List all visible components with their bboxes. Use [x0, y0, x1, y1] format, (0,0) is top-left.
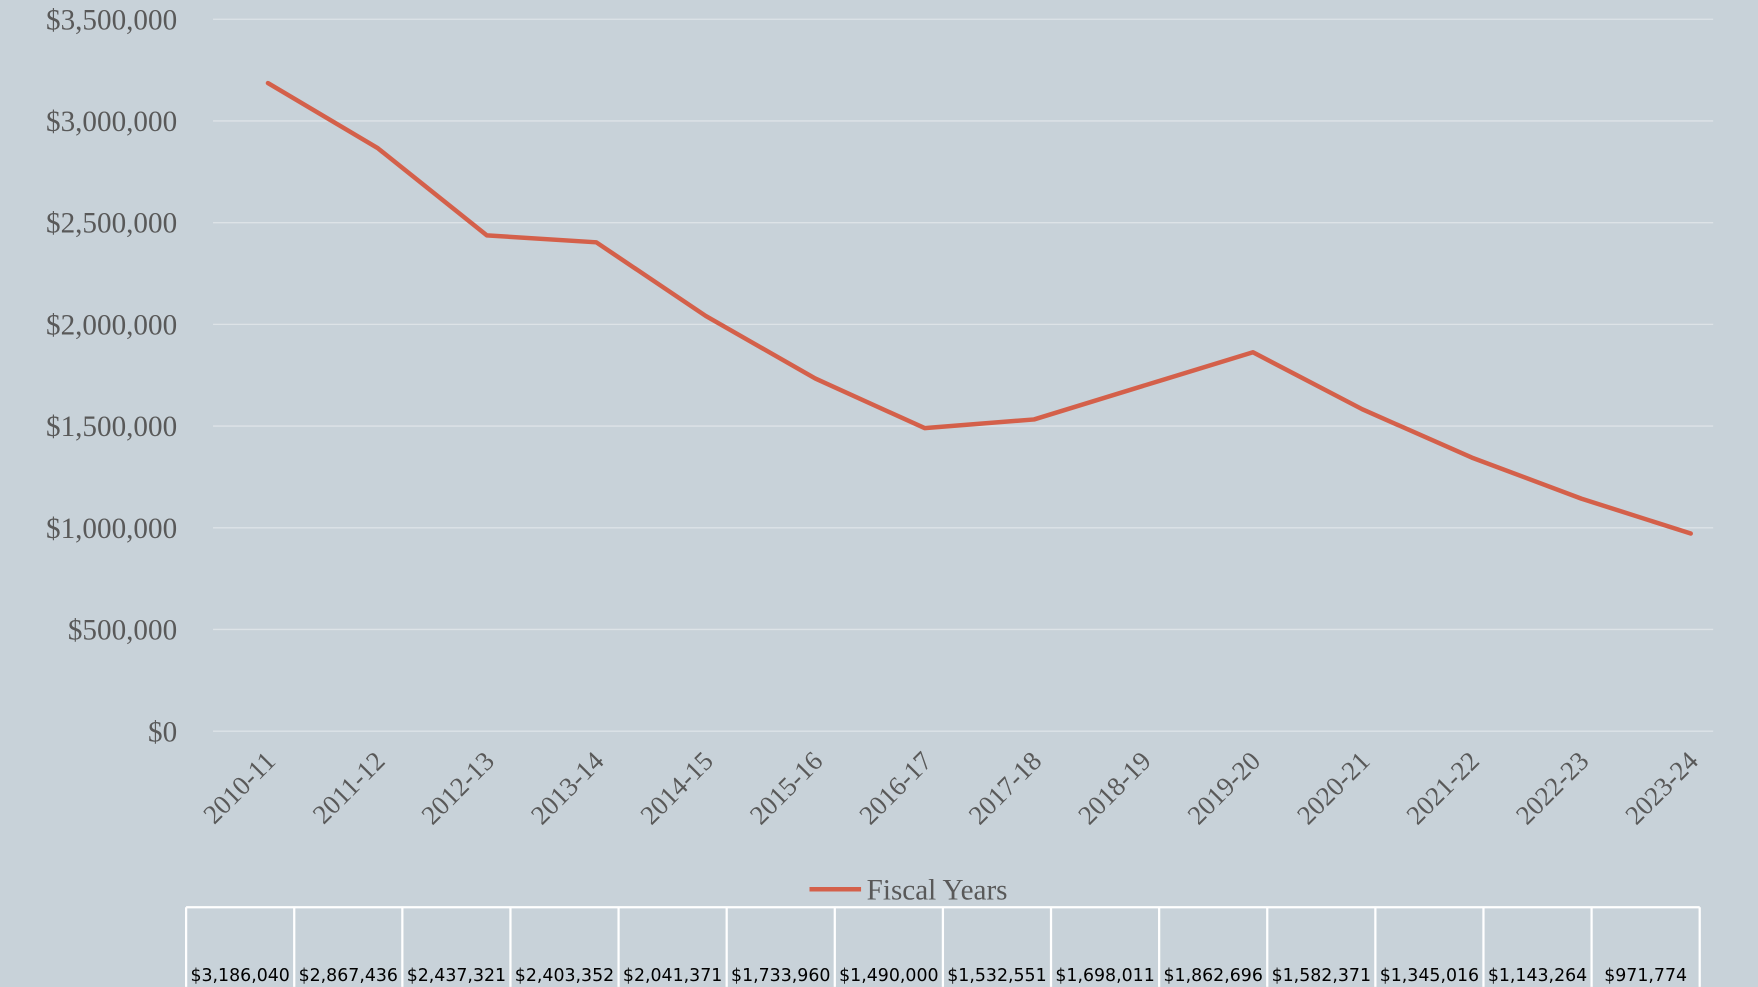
table-value: $1,490,000	[839, 966, 938, 986]
y-tick-label: $2,500,000	[46, 208, 177, 240]
table-value: $2,041,371	[623, 966, 722, 986]
table-value: $1,862,696	[1163, 966, 1262, 986]
series-line	[265, 80, 1693, 536]
table-value: $1,733,960	[731, 966, 830, 986]
table-value: $1,698,011	[1055, 966, 1154, 986]
y-tick-label: $1,500,000	[46, 411, 177, 443]
table-value: $2,437,321	[407, 966, 506, 986]
y-tick-label: $3,500,000	[46, 4, 177, 36]
y-tick-label: $1,000,000	[46, 513, 177, 545]
table-value: $1,582,371	[1272, 966, 1371, 986]
table-value: $3,186,040	[190, 966, 289, 986]
table-value: $2,403,352	[515, 966, 614, 986]
y-tick-label: $3,000,000	[46, 106, 177, 138]
table-value: $1,532,551	[947, 966, 1046, 986]
table-value: $1,345,016	[1380, 966, 1479, 986]
table-value: $971,774	[1604, 966, 1687, 986]
y-tick-label: $2,000,000	[46, 309, 177, 341]
legend-label: Fiscal Years	[867, 874, 1008, 906]
table-value: $2,867,436	[299, 966, 398, 986]
y-tick-label: $0	[148, 716, 177, 748]
table-value: $1,143,264	[1488, 966, 1587, 986]
y-tick-label: $500,000	[68, 615, 177, 647]
